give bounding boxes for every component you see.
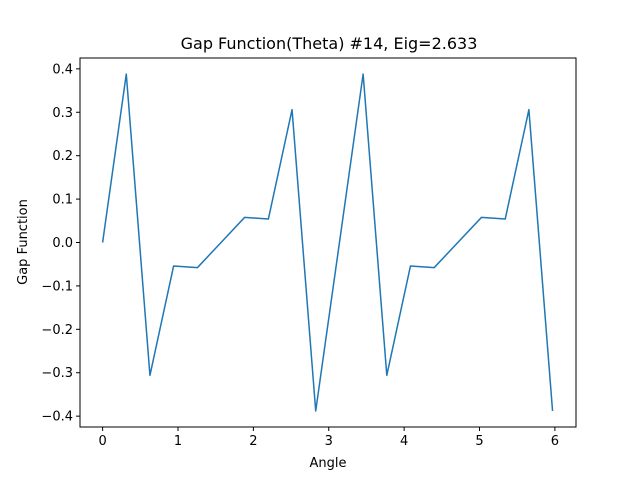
y-tick-label: 0.3	[52, 106, 73, 121]
x-tick-label: 4	[400, 434, 408, 449]
plot-area	[101, 73, 554, 412]
y-axis-label: Gap Function	[16, 199, 31, 285]
series-line	[101, 73, 554, 412]
x-tick-label: 2	[249, 434, 257, 449]
x-tick-label: 1	[174, 434, 182, 449]
x-tick-label: 3	[325, 434, 333, 449]
y-tick-label: 0.1	[52, 193, 73, 208]
x-axis-label: Angle	[310, 456, 347, 471]
y-tick-label: −0.3	[41, 366, 73, 381]
chart-title: Gap Function(Theta) #14, Eig=2.633	[181, 34, 478, 53]
y-tick-label: 0.0	[52, 236, 73, 251]
y-tick-label: −0.2	[41, 323, 73, 338]
y-axis: 0.4 0.3 0.2 0.1 0.0 −0.1 −0.2 −0.3 −0.4	[41, 62, 80, 425]
x-tick-label: 5	[475, 434, 483, 449]
x-tick-label: 0	[98, 434, 106, 449]
y-tick-label: 0.2	[52, 149, 73, 164]
x-tick-label: 6	[551, 434, 559, 449]
x-axis: 0 1 2 3 4 5 6	[98, 427, 559, 449]
y-tick-label: −0.4	[41, 410, 73, 425]
y-tick-label: 0.4	[52, 62, 73, 77]
y-tick-label: −0.1	[41, 279, 73, 294]
